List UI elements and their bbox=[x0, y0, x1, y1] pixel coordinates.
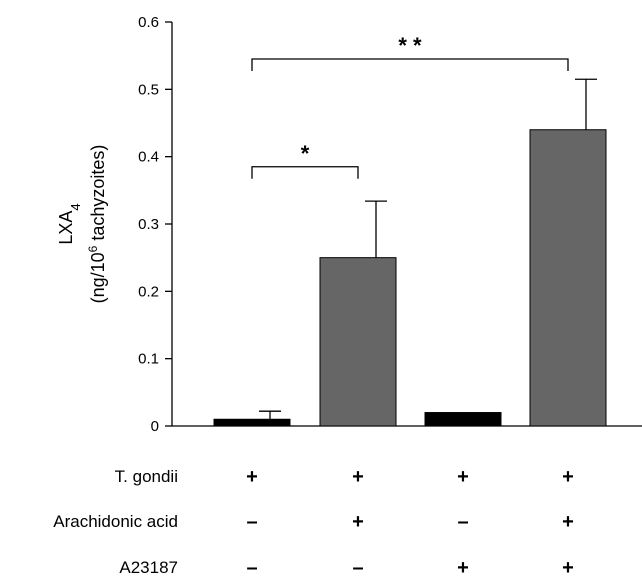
y-tick-label-1: 0.1 bbox=[138, 351, 159, 368]
condition-3-bar-4-symbol: + bbox=[562, 557, 574, 579]
condition-2-bar-3-symbol: – bbox=[457, 511, 468, 533]
bar-2 bbox=[319, 257, 397, 427]
bar-1 bbox=[213, 418, 291, 427]
significance-label-2: * * bbox=[398, 33, 422, 58]
condition-1-bar-1-symbol: + bbox=[246, 466, 258, 488]
condition-1-bar-4-symbol: + bbox=[562, 466, 574, 488]
significance-bracket-2 bbox=[251, 58, 569, 72]
condition-label-2: Arachidonic acid bbox=[53, 512, 178, 531]
significance-label-1: * bbox=[301, 141, 310, 166]
condition-3-bar-3-symbol: + bbox=[457, 557, 469, 579]
y-tick-label-5: 0.5 bbox=[138, 81, 159, 98]
bar-4 bbox=[529, 129, 607, 427]
significance-bracket-1 bbox=[251, 166, 359, 179]
condition-1-bar-3-symbol: + bbox=[457, 466, 469, 488]
y-axis-title-line2: (ng/106 tachyzoites) bbox=[86, 145, 108, 304]
condition-2-bar-1-symbol: – bbox=[246, 511, 257, 533]
y-tick-label-4: 0.4 bbox=[138, 149, 159, 166]
y-tick-label-6: 0.6 bbox=[138, 14, 159, 31]
y-tick-label-3: 0.3 bbox=[138, 216, 159, 233]
condition-label-3: A23187 bbox=[119, 558, 178, 577]
y-tick-label-2: 0.2 bbox=[138, 283, 159, 300]
bar-3 bbox=[424, 412, 502, 427]
y-axis-title-line1: LXA4 bbox=[56, 203, 83, 244]
condition-1-bar-2-symbol: + bbox=[352, 466, 364, 488]
condition-label-1: T. gondii bbox=[115, 467, 178, 486]
condition-2-bar-2-symbol: + bbox=[352, 511, 364, 533]
condition-3-bar-2-symbol: – bbox=[352, 557, 363, 579]
y-tick-label-0: 0 bbox=[151, 418, 159, 435]
condition-2-bar-4-symbol: + bbox=[562, 511, 574, 533]
condition-3-bar-1-symbol: – bbox=[246, 557, 257, 579]
